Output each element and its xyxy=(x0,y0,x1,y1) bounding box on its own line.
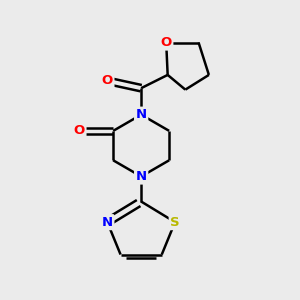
Text: N: N xyxy=(136,170,147,183)
Text: N: N xyxy=(136,108,147,121)
Text: S: S xyxy=(170,216,180,229)
Text: O: O xyxy=(74,124,85,137)
Text: N: N xyxy=(102,216,113,229)
Text: O: O xyxy=(102,74,113,87)
Text: O: O xyxy=(160,36,172,49)
